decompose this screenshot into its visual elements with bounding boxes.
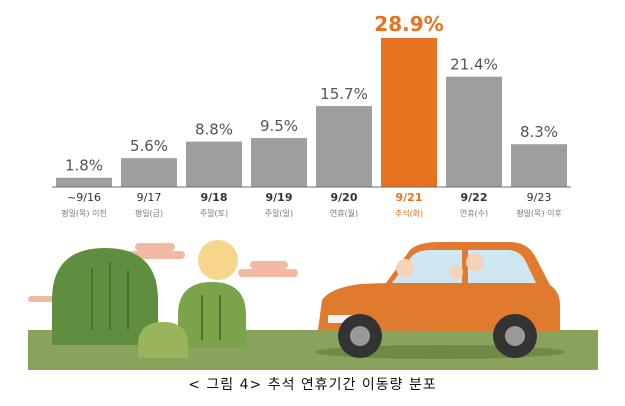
x-axis-labels: ~9/16 평일(목) 이전 9/17 평일(금) 9/18 주말(토) 9/19 주말(일)… (61, 191, 562, 218)
x-sub-label: 주말(토) (200, 209, 228, 218)
bar-value-label: 9.5% (260, 117, 298, 135)
figure-caption: < 그림 4> 추석 연휴기간 이동량 분포 (188, 377, 437, 393)
x-sub-label: 연휴(수) (460, 209, 488, 218)
x-tick-label: 9/17 (137, 191, 162, 204)
x-sub-label: 평일(목) 이전 (61, 208, 107, 218)
illustration (28, 240, 598, 370)
bar (381, 38, 437, 187)
bar (56, 177, 112, 187)
bar (446, 76, 502, 187)
x-sub-label: 평일(목) 이후 (516, 208, 562, 218)
bar (316, 106, 372, 187)
bar (251, 138, 307, 187)
x-tick-label: 9/21 (396, 191, 423, 204)
bar-value-label: 15.7% (320, 85, 368, 103)
x-tick-label: 9/22 (461, 191, 488, 204)
x-tick-label: ~9/16 (67, 191, 101, 204)
bar-value-label: 5.6% (130, 137, 168, 155)
x-tick-label: 9/19 (266, 191, 293, 204)
bar-value-label: 21.4% (450, 56, 498, 74)
car-icon (315, 242, 565, 359)
x-sub-label: 주말(일) (265, 209, 293, 218)
x-sub-label: 평일(금) (135, 208, 163, 218)
sun-icon (198, 240, 238, 280)
x-sub-label: 연휴(월) (330, 208, 358, 218)
x-tick-label: 9/20 (331, 191, 358, 204)
bar-value-label: 8.3% (520, 123, 558, 141)
bar (511, 144, 567, 187)
bar-value-label: 1.8% (65, 157, 103, 175)
bar (186, 141, 242, 187)
hills (52, 248, 246, 358)
bar (121, 158, 177, 187)
bar-value-label: 8.8% (195, 121, 233, 139)
x-tick-label: 9/18 (201, 191, 228, 204)
bars: 1.8% 5.6% 8.8% 9.5% 15.7% 28.9% 21.4% 8.3% (52, 12, 571, 188)
bar-value-label: 28.9% (374, 12, 443, 36)
x-sub-label: 추석(화) (395, 208, 423, 218)
x-tick-label: 9/23 (527, 191, 552, 204)
